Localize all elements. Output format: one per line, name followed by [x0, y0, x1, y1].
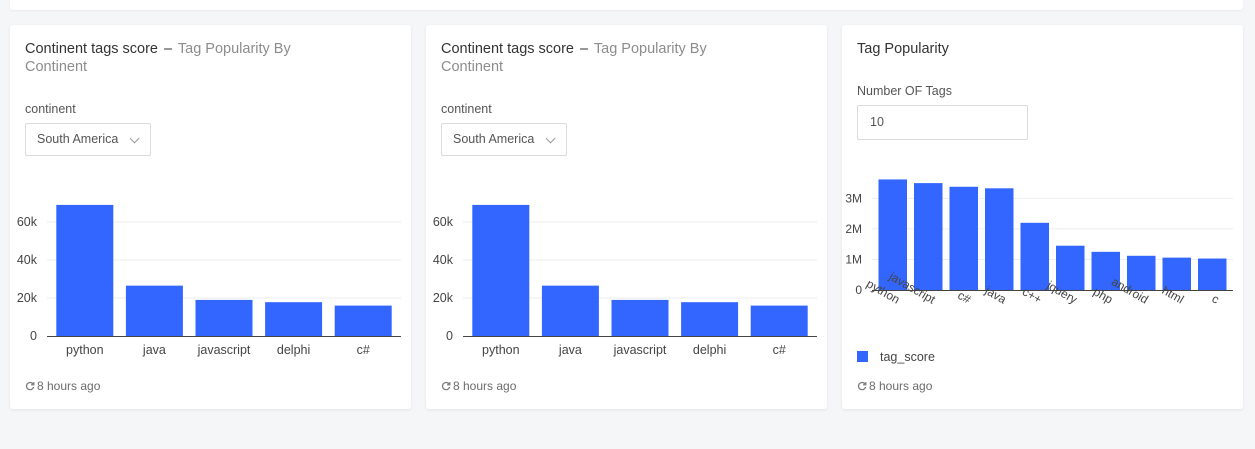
bar[interactable] [472, 204, 530, 336]
x-tick-label: python [482, 343, 520, 357]
continent-select[interactable]: South America [25, 123, 151, 156]
refresh-status: 8 hours ago [441, 379, 516, 393]
refresh-status: 8 hours ago [25, 379, 100, 393]
widget-title: Tag Popularity [857, 40, 1157, 58]
widget-title-text[interactable]: Continent tags score [25, 41, 158, 57]
y-tick-label: 2M [845, 222, 862, 236]
y-tick-label: 20k [433, 291, 454, 305]
bar[interactable] [611, 299, 669, 336]
y-tick-label: 60k [17, 215, 38, 229]
y-tick-label: 40k [433, 253, 454, 267]
widget-continent-tags-score-2: Continent tags score – Tag Popularity By… [426, 25, 827, 409]
y-tick-label: 3M [845, 191, 862, 205]
continent-select[interactable]: South America [441, 123, 567, 156]
legend-label: tag_score [880, 350, 935, 364]
legend-swatch [857, 351, 868, 362]
refresh-time: 8 hours ago [453, 379, 517, 393]
bar-chart: 0 20k 40k 60k python java javascript delphi c# [17, 204, 401, 357]
bar[interactable] [56, 204, 114, 336]
bar[interactable] [914, 183, 943, 290]
widget-title: Continent tags score – Tag Popularity By… [441, 40, 741, 76]
x-tick-label: javascript [613, 343, 667, 357]
x-tick-label: java [558, 343, 582, 357]
x-tick-label: c [1210, 291, 1222, 306]
x-tick-label: java [142, 343, 166, 357]
y-tick-label: 0 [30, 329, 37, 343]
y-tick-label: 0 [855, 283, 862, 297]
chart-legend[interactable]: tag_score [857, 350, 935, 364]
bar[interactable] [1056, 245, 1085, 290]
x-tick-label: javascript [197, 343, 251, 357]
continent-select-value: South America [37, 132, 119, 146]
x-tick-label: python [66, 343, 104, 357]
bar[interactable] [334, 305, 392, 336]
bar[interactable] [125, 285, 183, 336]
bar[interactable] [1020, 222, 1050, 290]
widget-subtitle: Tag Popularity By Continent [441, 41, 707, 75]
continent-param-label: continent [25, 102, 76, 116]
bar[interactable] [878, 179, 908, 290]
title-separator: – [580, 41, 589, 57]
bar[interactable] [681, 302, 739, 336]
bar-chart: 0 20k 40k 60k python java javascript delphi c# [433, 204, 817, 357]
number-of-tags-label: Number OF Tags [857, 84, 952, 98]
widget-title-text[interactable]: Tag Popularity [857, 41, 949, 57]
refresh-status: 8 hours ago [857, 379, 932, 393]
bar[interactable] [195, 299, 253, 336]
refresh-icon[interactable] [857, 381, 867, 391]
bar[interactable] [1198, 258, 1227, 290]
y-tick-label: 20k [17, 291, 38, 305]
y-tick-label: 60k [433, 215, 454, 229]
refresh-time: 8 hours ago [869, 379, 933, 393]
x-tick-label: c# [357, 343, 370, 357]
title-separator: – [164, 41, 173, 57]
bar[interactable] [1127, 255, 1156, 290]
number-of-tags-input[interactable]: 10 [857, 105, 1028, 140]
refresh-time: 8 hours ago [37, 379, 101, 393]
previous-widget-edge [10, 0, 1243, 10]
continent-select-value: South America [453, 132, 535, 146]
x-tick-label: c# [773, 343, 786, 357]
widget-subtitle: Tag Popularity By Continent [25, 41, 291, 75]
bar[interactable] [750, 305, 808, 336]
refresh-icon[interactable] [441, 381, 451, 391]
bar[interactable] [985, 188, 1014, 290]
x-tick-label: delphi [277, 343, 310, 357]
y-tick-label: 1M [845, 252, 862, 266]
bar[interactable] [265, 302, 323, 336]
bar[interactable] [949, 186, 979, 290]
widget-title-text[interactable]: Continent tags score [441, 41, 574, 57]
refresh-icon[interactable] [25, 381, 35, 391]
y-tick-label: 40k [17, 253, 38, 267]
widget-tag-popularity: Tag Popularity Number OF Tags 10 0 1M 2M 3M… [842, 25, 1243, 409]
bar[interactable] [541, 285, 599, 336]
widget-title: Continent tags score – Tag Popularity By… [25, 40, 325, 76]
widget-continent-tags-score-1: Continent tags score – Tag Popularity By… [10, 25, 411, 409]
y-tick-label: 0 [446, 329, 453, 343]
continent-param-label: continent [441, 102, 492, 116]
bar[interactable] [1091, 251, 1121, 290]
bar[interactable] [1162, 257, 1192, 290]
x-tick-label: delphi [693, 343, 726, 357]
